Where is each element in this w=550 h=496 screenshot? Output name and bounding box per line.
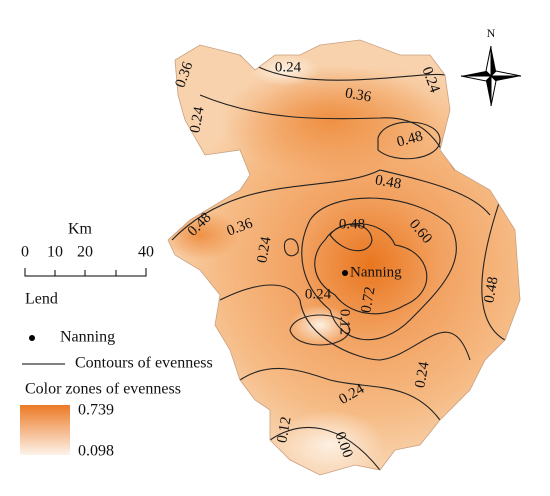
contour-label: 0.36 xyxy=(344,85,373,105)
legend-line-label: Contours of evenness xyxy=(75,355,213,372)
contour-label: 0.24 xyxy=(412,360,432,389)
scale-label: 0 xyxy=(21,244,29,261)
legend-color-ramp xyxy=(20,405,70,455)
contour-label: 0.24 xyxy=(275,59,302,75)
contour-label: 0.72 xyxy=(358,286,378,315)
legend-point-label: Nanning xyxy=(60,329,115,346)
legend-color-title: Color zones of evenness xyxy=(25,381,181,398)
contour-label: 0.24 xyxy=(305,286,332,302)
contour-label: 0.48 xyxy=(339,216,365,232)
legend-min: 0.098 xyxy=(78,443,114,460)
north-label: N xyxy=(487,26,496,40)
contour-label: 0.24 xyxy=(254,235,274,264)
evenness-surface xyxy=(168,40,520,475)
contour-label: 0.24 xyxy=(187,105,207,134)
contour-label: 0.48 xyxy=(374,172,403,192)
scale-label: 40 xyxy=(138,244,154,261)
legend-max: 0.739 xyxy=(78,402,114,419)
scale-unit: Km xyxy=(68,221,93,238)
contour-label: 0.48 xyxy=(481,276,501,305)
scale-label: 10 xyxy=(47,244,63,261)
scale-bar xyxy=(24,268,147,277)
legend-title: Lend xyxy=(25,291,58,308)
north-arrow xyxy=(460,45,522,107)
contour-label: 0.12 xyxy=(337,309,353,335)
legend-point-symbol xyxy=(29,335,35,341)
scale-label: 20 xyxy=(77,244,93,261)
contour-label: 0.12 xyxy=(274,416,294,445)
city-point xyxy=(342,270,348,276)
city-label: Nanning xyxy=(350,264,402,280)
contour-label: 0.48 xyxy=(395,128,424,150)
